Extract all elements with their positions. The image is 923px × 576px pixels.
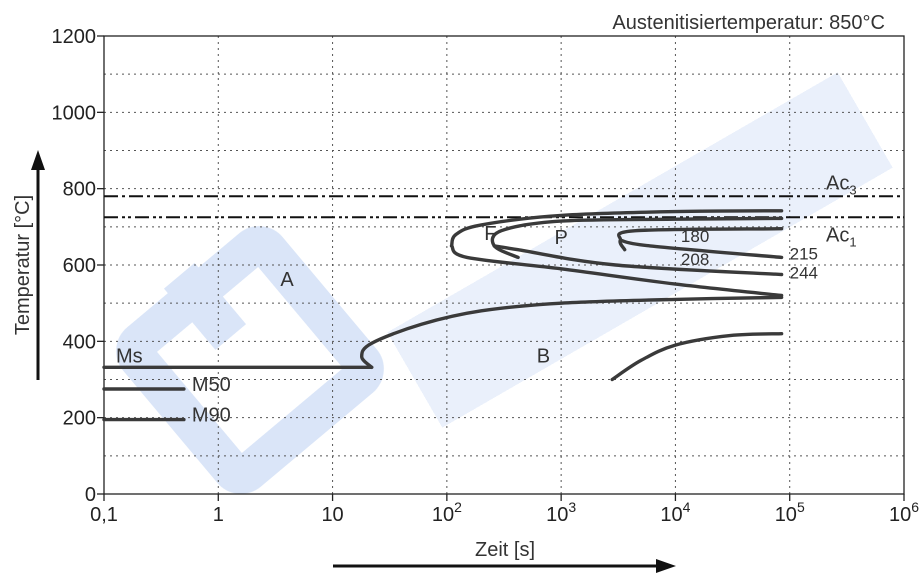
region-label: F	[484, 223, 496, 245]
watermark	[116, 72, 893, 494]
transformation-curve	[449, 244, 784, 298]
curve-label: 180	[681, 227, 709, 246]
transformation-curve	[359, 295, 784, 369]
y-axis-label: Temperatur [°C]	[12, 195, 34, 335]
x-tick-label: 103	[546, 499, 576, 526]
transformation-curve	[492, 244, 784, 277]
ac-reference-label: Ac1	[826, 224, 857, 249]
region-label: B	[537, 345, 550, 367]
x-tick-label: 0,1	[90, 504, 118, 526]
x-axis-label: Zeit [s]	[475, 539, 535, 561]
grid	[104, 36, 904, 494]
transformation-curve	[610, 332, 784, 382]
x-tick-label: 106	[889, 499, 919, 526]
y-tick-label: 400	[63, 331, 96, 353]
curve-label: 208	[681, 250, 709, 269]
y-tick-label: 800	[63, 179, 96, 201]
x-tick-label: 105	[775, 499, 805, 526]
transformation-curve	[449, 209, 784, 248]
curve-label: M50	[192, 374, 231, 396]
x-tick-label: 1	[213, 504, 224, 526]
curve-label: M90	[192, 404, 231, 426]
curve-label: Ms	[116, 345, 143, 367]
curve-label: 215	[790, 244, 818, 263]
y-tick-label: 1200	[52, 26, 97, 48]
transformation-curve	[618, 238, 784, 260]
y-tick-label: 1000	[52, 102, 97, 124]
region-label: A	[280, 269, 294, 291]
x-tick-label: 102	[432, 499, 462, 526]
tick-labels: 0 200 400 600 800 1000 1200 0,1 1 10 102 103 104 105 1…	[52, 26, 920, 526]
chart-labels: A F P B 180 215 208 244 Ms M50 M90	[116, 223, 818, 426]
y-tick-label: 600	[63, 255, 96, 277]
chart-title: Austenitisiertemperatur: 850°C	[612, 12, 885, 34]
region-label: P	[554, 227, 567, 249]
x-axis-arrow	[333, 559, 676, 573]
y-axis-arrow	[31, 150, 45, 380]
series-layer	[102, 209, 784, 422]
curve-label: 244	[790, 263, 818, 282]
x-tick-label: 10	[321, 504, 343, 526]
y-tick-label: 200	[63, 408, 96, 430]
transformation-curve	[616, 227, 784, 252]
x-tick-label: 104	[660, 499, 690, 526]
y-tick-label: 0	[85, 484, 96, 506]
